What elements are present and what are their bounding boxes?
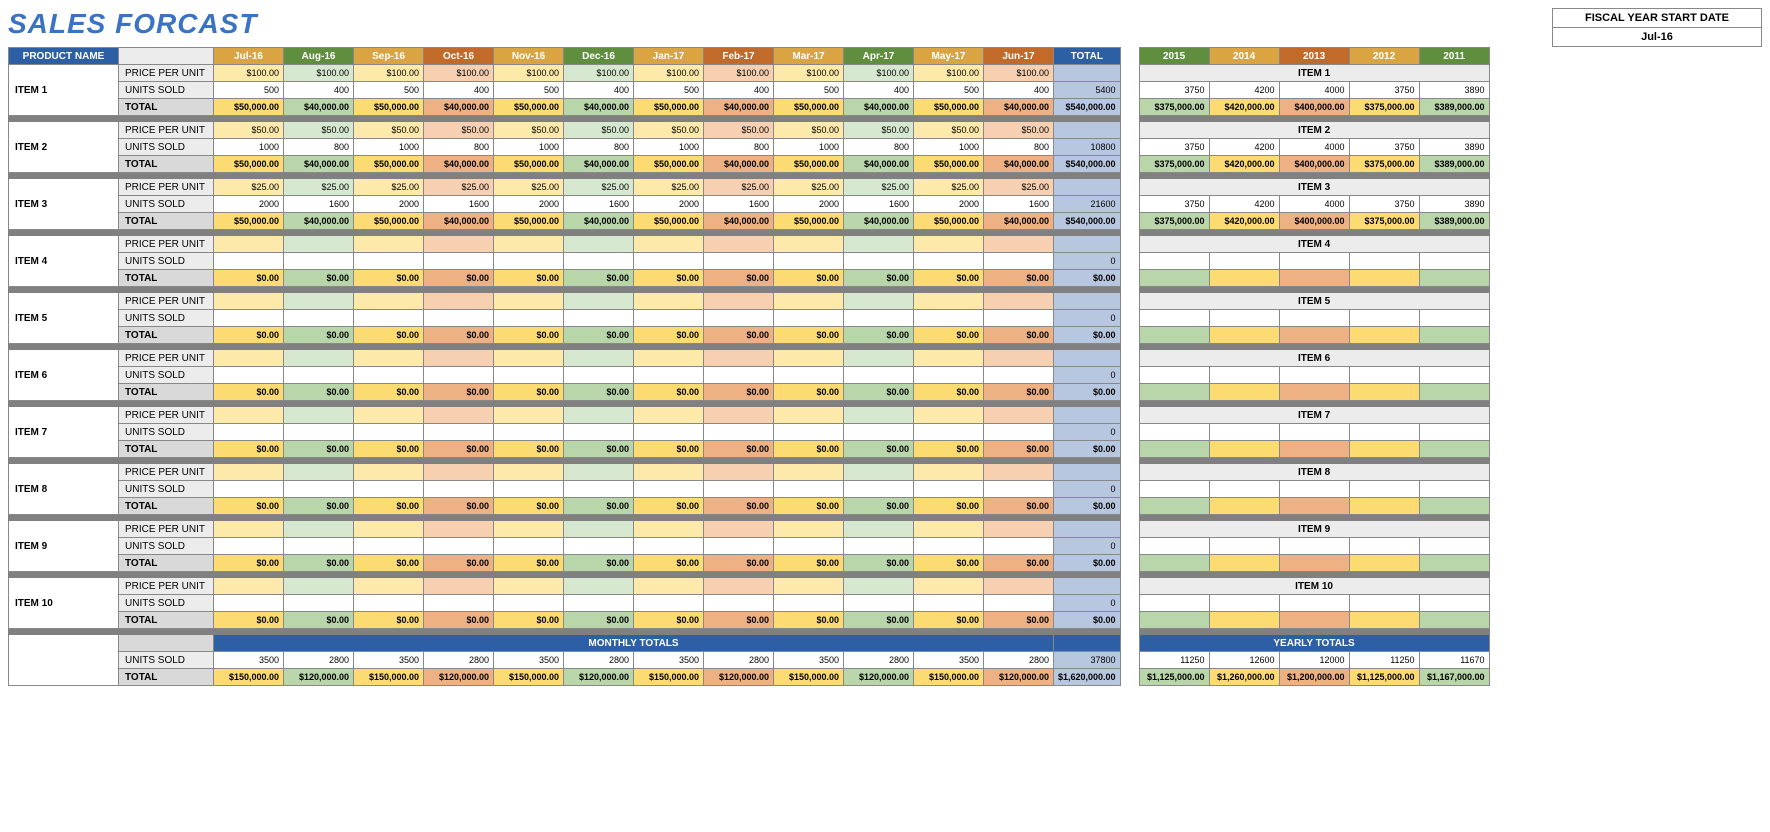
row-price-label: PRICE PER UNIT [119,65,214,82]
col-month: Sep-16 [354,48,424,65]
col-month: May-17 [914,48,984,65]
row-price-label: PRICE PER UNIT [119,179,214,196]
col-product: PRODUCT NAME [9,48,119,65]
col-year: 2011 [1419,48,1489,65]
item-label: ITEM 5 [9,293,119,344]
col-year: 2015 [1139,48,1209,65]
row-total-label: TOTAL [119,270,214,287]
row-units-label: UNITS SOLD [119,481,214,498]
col-month: Jun-17 [984,48,1054,65]
row-units-label: UNITS SOLD [119,196,214,213]
row-units-label: UNITS SOLD [119,253,214,270]
yearly-totals-header: YEARLY TOTALS [1139,635,1489,652]
history-item-header: ITEM 4 [1139,236,1489,253]
history-item-header: ITEM 5 [1139,293,1489,310]
row-units-label: UNITS SOLD [119,424,214,441]
item-label: ITEM 1 [9,65,119,116]
col-month: Jan-17 [634,48,704,65]
history-item-header: ITEM 2 [1139,122,1489,139]
row-price-label: PRICE PER UNIT [119,578,214,595]
col-total: TOTAL [1054,48,1121,65]
item-label: ITEM 2 [9,122,119,173]
row-price-label: PRICE PER UNIT [119,350,214,367]
row-units-label: UNITS SOLD [119,139,214,156]
history-item-header: ITEM 6 [1139,350,1489,367]
row-price-label: PRICE PER UNIT [119,236,214,253]
col-month: Nov-16 [494,48,564,65]
row-total-label: TOTAL [119,498,214,515]
row-units-label: UNITS SOLD [119,367,214,384]
row-total-label: TOTAL [119,99,214,116]
row-total-label: TOTAL [119,327,214,344]
item-label: ITEM 3 [9,179,119,230]
col-year: 2012 [1349,48,1419,65]
fiscal-label: FISCAL YEAR START DATE [1553,9,1761,28]
col-month: Feb-17 [704,48,774,65]
row-total-label: TOTAL [119,213,214,230]
row-total-label: TOTAL [119,441,214,458]
col-month: Aug-16 [284,48,354,65]
page-title: SALES FORCAST [8,8,257,40]
row-price-label: PRICE PER UNIT [119,464,214,481]
row-total-label: TOTAL [119,156,214,173]
row-price-label: PRICE PER UNIT [119,407,214,424]
row-total-label: TOTAL [119,555,214,572]
row-total-label: TOTAL [119,612,214,629]
col-month: Oct-16 [424,48,494,65]
col-year: 2013 [1279,48,1349,65]
item-label: ITEM 9 [9,521,119,572]
row-price-label: PRICE PER UNIT [119,521,214,538]
history-item-header: ITEM 3 [1139,179,1489,196]
row-price-label: PRICE PER UNIT [119,293,214,310]
row-units-label: UNITS SOLD [119,595,214,612]
item-label: ITEM 8 [9,464,119,515]
col-month: Dec-16 [564,48,634,65]
item-label: ITEM 6 [9,350,119,401]
history-item-header: ITEM 8 [1139,464,1489,481]
col-month: Mar-17 [774,48,844,65]
col-month: Apr-17 [844,48,914,65]
history-item-header: ITEM 7 [1139,407,1489,424]
item-label: ITEM 7 [9,407,119,458]
history-item-header: ITEM 10 [1139,578,1489,595]
history-item-header: ITEM 9 [1139,521,1489,538]
fiscal-year-box: FISCAL YEAR START DATE Jul-16 [1552,8,1762,47]
forecast-table: PRODUCT NAME Jul-16Aug-16Sep-16Oct-16Nov-… [8,47,1121,686]
item-label: ITEM 4 [9,236,119,287]
history-item-header: ITEM 1 [1139,65,1489,82]
row-total-label: TOTAL [119,384,214,401]
col-year: 2014 [1209,48,1279,65]
row-units-label: UNITS SOLD [119,82,214,99]
col-month: Jul-16 [214,48,284,65]
row-units-label: UNITS SOLD [119,538,214,555]
row-price-label: PRICE PER UNIT [119,122,214,139]
fiscal-value: Jul-16 [1553,28,1761,46]
row-units-label: UNITS SOLD [119,310,214,327]
item-label: ITEM 10 [9,578,119,629]
monthly-totals-header: MONTHLY TOTALS [214,635,1054,652]
history-table: 20152014201320122011ITEM 137504200400037… [1139,47,1490,686]
